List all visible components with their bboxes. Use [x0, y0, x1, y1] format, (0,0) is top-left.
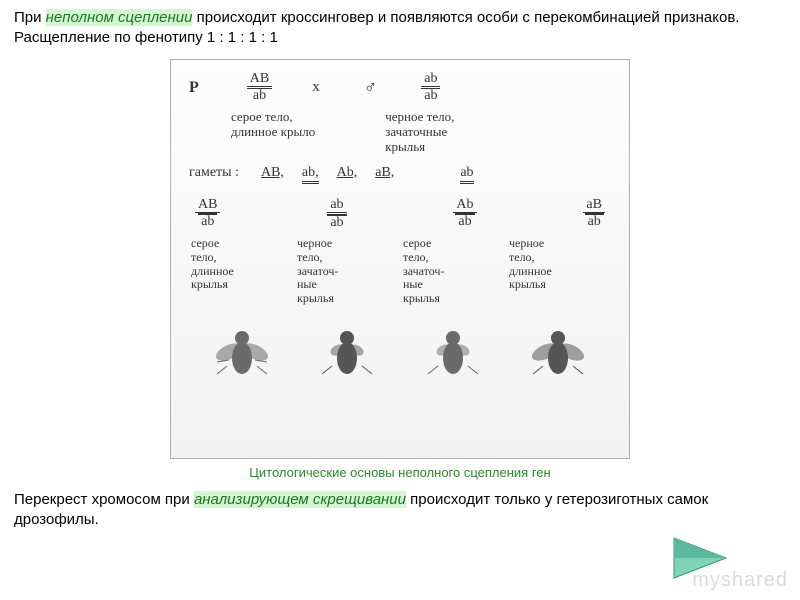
- offspring-phenotypes: серое тело, длинное крылья черное тело, …: [189, 237, 611, 306]
- fly-icon: [523, 316, 593, 380]
- intro-highlight: неполном сцеплении: [46, 9, 193, 26]
- watermark: myshared: [692, 569, 788, 592]
- gametes-label: гаметы :: [189, 165, 239, 181]
- offspring-pheno-3: черное тело, длинное крылья: [509, 237, 609, 306]
- parent-female-phenotype: серое тело, длинное крыло: [231, 110, 315, 155]
- offspring-genotypes: ABab abab Abab aBab: [189, 198, 611, 231]
- fly-icon: [207, 316, 277, 380]
- male-symbol-icon: ♂: [364, 77, 378, 98]
- conclusion-pre: Перекрест хромосом при: [14, 491, 194, 508]
- offspring-geno-2: Abab: [453, 198, 476, 231]
- parents-row: P AB ab x ♂ ab ab: [189, 72, 611, 104]
- gametes-row: гаметы : AB, ab, Ab, aB, ab: [189, 165, 611, 184]
- gamete-f-0: AB,: [261, 165, 284, 181]
- p-label: P: [189, 79, 199, 97]
- gamete-f-1: ab,: [302, 165, 319, 184]
- parent-female-genotype: AB ab: [247, 72, 272, 104]
- figure-caption: Цитологические основы неполного сцеплени…: [0, 465, 800, 480]
- genetics-figure: P AB ab x ♂ ab ab серое тело, длинное кр…: [170, 59, 630, 459]
- offspring-pheno-1: черное тело, зачаточ- ные крылья: [297, 237, 397, 306]
- fly-icon: [418, 316, 488, 380]
- fly-icon: [312, 316, 382, 380]
- gamete-m: ab: [460, 165, 473, 184]
- gamete-f-2: Ab,: [337, 165, 358, 181]
- parent-male-genotype: ab ab: [421, 72, 440, 104]
- gamete-f-3: aB,: [375, 165, 394, 181]
- conclusion-paragraph: Перекрест хромосом при анализирующем скр…: [0, 480, 800, 541]
- intro-paragraph: При неполном сцеплении происходит кросси…: [0, 0, 800, 53]
- offspring-pheno-2: серое тело, зачаточ- ные крылья: [403, 237, 503, 306]
- offspring-pheno-0: серое тело, длинное крылья: [191, 237, 291, 306]
- offspring-geno-0: ABab: [195, 198, 220, 231]
- offspring-geno-3: aBab: [583, 198, 605, 231]
- intro-pre: При: [14, 9, 46, 26]
- parent-male-phenotype: черное тело, зачаточные крылья: [385, 110, 454, 155]
- cross-x: x: [312, 79, 320, 96]
- conclusion-highlight: анализирующем скрещивании: [194, 491, 406, 508]
- offspring-geno-1: abab: [327, 198, 346, 231]
- parent-phenotypes: серое тело, длинное крыло черное тело, з…: [231, 110, 611, 155]
- fly-images-row: [189, 316, 611, 380]
